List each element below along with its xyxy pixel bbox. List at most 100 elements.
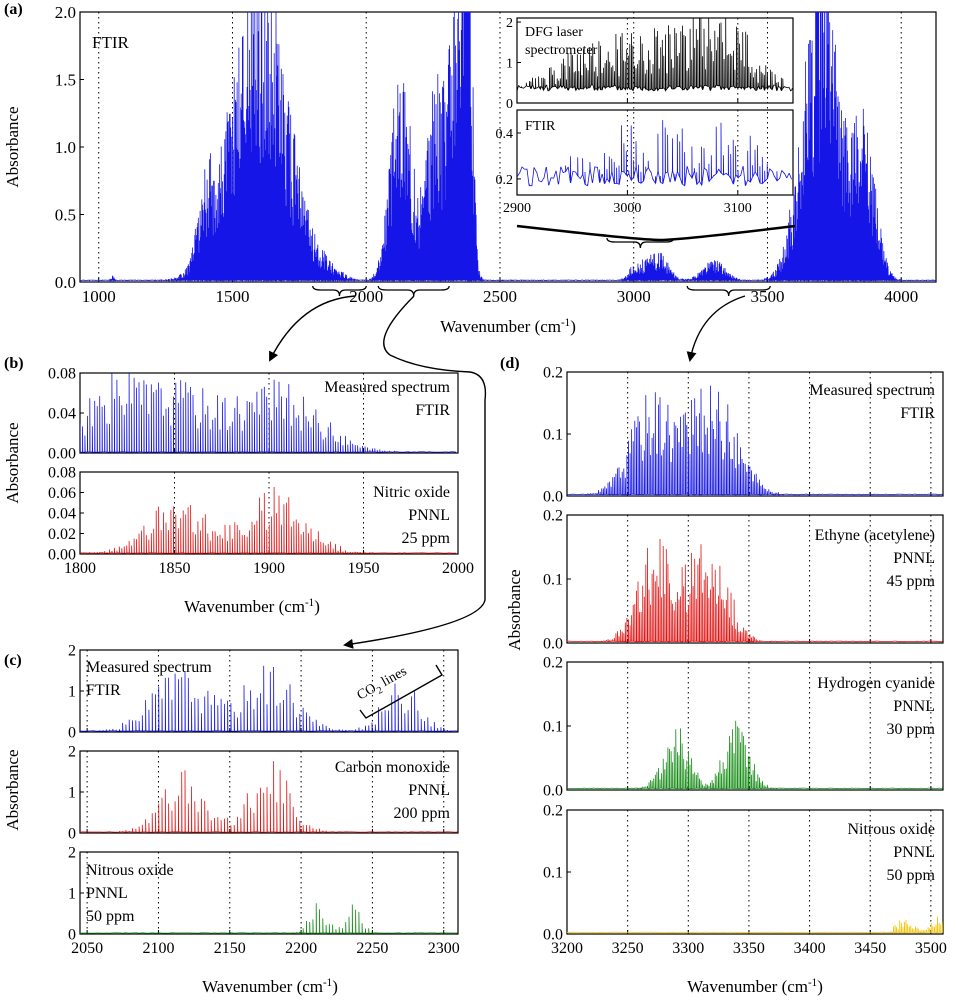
panel-d-sub1-ytick-label: 0.2 xyxy=(543,365,563,382)
panel-c-sub1-ytick-label: 0 xyxy=(68,725,76,742)
panel-d-sub2-ytick-label: 0.2 xyxy=(543,508,563,525)
panel-c-sub1-label: Measured spectrum xyxy=(86,659,212,676)
panel-d-sub1-ytick-label: 0.1 xyxy=(543,427,563,444)
panel-d-sub3-label: Hydrogen cyanide xyxy=(817,675,935,692)
panel-d-sub4-xtick-label: 3400 xyxy=(794,940,826,957)
panel-d-sub2-ytick-label: 0.0 xyxy=(543,636,563,653)
panel-c-sub2-label: Carbon monoxide xyxy=(335,759,450,776)
panel-c-sub3-label: PNNL xyxy=(86,885,128,902)
brace-d xyxy=(686,285,771,297)
panel-b-sub2-xtick-label: 1950 xyxy=(348,560,380,577)
panel-c-sub1-axes: 0 1 2 xyxy=(68,643,459,742)
inset-bottom-xtick-label: 2900 xyxy=(503,201,531,216)
panel-c-xlabel: Wavenumber (cm-1) xyxy=(202,977,338,996)
panel-a-ytick-label: 1.5 xyxy=(55,70,76,89)
panel-a-xtick-label: 3500 xyxy=(750,287,784,306)
panel-a-ytick-label: 0.5 xyxy=(55,205,76,224)
panel-c-sub3-series xyxy=(80,903,458,934)
panel-c-sub3-label: Nitrous oxide xyxy=(86,862,174,879)
panel-b-sub1-ytick-label: 0.00 xyxy=(48,446,76,463)
inset-bottom-label: FTIR xyxy=(525,119,556,134)
panel-b-sub2-ytick-label: 0.06 xyxy=(48,485,76,502)
panel-d-sub4-xtick-label: 3350 xyxy=(733,940,765,957)
inset-brace-large xyxy=(516,224,796,242)
panel-d-sub4-xtick-label: 3300 xyxy=(672,940,704,957)
panel-b-sub2-ytick-label: 0.08 xyxy=(48,465,76,482)
inset-top-ytick-label: 2 xyxy=(506,16,513,31)
panel-c-sub2-ytick-label: 1 xyxy=(68,785,76,802)
co2-lines-annotation: CO2 lines xyxy=(355,664,411,706)
panel-c-sub1-ytick-label: 2 xyxy=(68,643,76,660)
panel-a-ytick-label: 1.0 xyxy=(55,138,76,157)
inset-bottom-ytick-label: 0.2 xyxy=(496,173,514,188)
panel-c-sub3-xtick-label: 2250 xyxy=(356,940,388,957)
panel-a-xtick-label: 4000 xyxy=(884,287,918,306)
panel-b-sub2-xtick-label: 2000 xyxy=(442,560,474,577)
arrow-to-b xyxy=(269,295,356,362)
panel-b-sub2-label: 25 ppm xyxy=(402,530,451,547)
panel-d-xlabel: Wavenumber (cm-1) xyxy=(687,977,823,996)
panel-d-sub3-axes: 0.0 0.1 0.2 xyxy=(543,655,944,800)
inset-bottom-axes: 2900 3000 3100 0.2 0.4 xyxy=(496,109,794,216)
panel-b-sub1-series xyxy=(80,373,457,453)
panel-c-sub3-ytick-label: 2 xyxy=(68,845,76,862)
panel-d-sub2-ytick-label: 0.1 xyxy=(543,572,563,589)
inset-top-frame xyxy=(516,17,794,104)
panel-d-sub1-label: Measured spectrum xyxy=(809,382,935,399)
panel-c-sub2-ytick-label: 0 xyxy=(68,826,76,843)
panel-d-sub1-series xyxy=(567,385,943,496)
panel-a-series xyxy=(80,12,936,282)
panel-c-sub3-xtick-label: 2200 xyxy=(285,940,317,957)
brace-b xyxy=(312,285,367,297)
panel-c-sub1-series xyxy=(80,665,458,732)
panel-a-xtick-label: 3000 xyxy=(617,287,651,306)
panel-b-sub1-ytick-label: 0.04 xyxy=(48,406,76,423)
brace-c xyxy=(377,285,450,297)
panel-d-sub4-label: PNNL xyxy=(893,844,935,861)
panel-b-sub1-label: FTIR xyxy=(415,402,450,419)
panel-b-ylabel: Absorbance xyxy=(3,422,22,503)
panel-d-sub1-label: FTIR xyxy=(900,405,935,422)
brace-inset xyxy=(606,237,675,249)
panel-d-sub4-xtick-label: 3250 xyxy=(612,940,644,957)
inset-bottom-xtick-label: 3000 xyxy=(613,201,641,216)
panel-d-sub1-ytick-label: 0.0 xyxy=(543,489,563,506)
panel-d-sub3-series xyxy=(567,720,943,790)
arrow-to-d xyxy=(686,295,746,362)
panel-d-sub2-label: PNNL xyxy=(893,550,935,567)
inset-bottom-ytick-label: 0.4 xyxy=(496,127,514,142)
panel-c-sub2-label: 200 ppm xyxy=(394,805,451,822)
panel-d-sub2-label: 45 ppm xyxy=(887,573,936,590)
panel-c-sub3-ytick-label: 1 xyxy=(68,886,76,903)
panel-b-sub2-series xyxy=(80,486,457,554)
inset-top-label: DFG laser xyxy=(525,25,583,40)
inset-bottom-series xyxy=(517,120,792,187)
panel-b-xlabel: Wavenumber (cm-1) xyxy=(184,597,320,616)
panel-a-ylabel: Absorbance xyxy=(3,106,22,187)
panel-b-sub2-ytick-label: 0.00 xyxy=(48,547,76,564)
panel-b-sub2-ytick-label: 0.04 xyxy=(48,506,76,523)
panel-c-sub3-xtick-label: 2050 xyxy=(71,940,103,957)
panel-c-ylabel: Absorbance xyxy=(3,749,22,830)
panel-d-sub4-label: 50 ppm xyxy=(887,867,936,884)
inset-top-ytick-label: 1 xyxy=(506,56,513,71)
panel-d-sub4-ytick-label: 0.1 xyxy=(543,865,563,882)
panel-d-sub2-label: Ethyne (acetylene) xyxy=(815,527,935,544)
panel-c-sub3-label: 50 ppm xyxy=(86,908,135,925)
panel-d-sub4-label: Nitrous oxide xyxy=(847,821,935,838)
inset-top-series xyxy=(517,18,793,93)
inset-top-ytick-label: 0 xyxy=(506,97,513,112)
co2-lines-bracket xyxy=(359,664,443,719)
panel-b-sub2-xtick-label: 1800 xyxy=(64,560,96,577)
panel-a-annotation: FTIR xyxy=(92,33,130,52)
panel-c-sub2-series xyxy=(80,761,458,833)
panel-a-xtick-label: 2000 xyxy=(349,287,383,306)
panel-d-sub3-ytick-label: 0.0 xyxy=(543,783,563,800)
panel-c-sub3-ytick-label: 0 xyxy=(68,927,76,944)
panel-d-sub4-series xyxy=(567,916,943,934)
panel-c-sub2-ytick-label: 2 xyxy=(68,744,76,761)
panel-a-axes: 1000 1500 2000 2500 3000 3500 4000 0.0 0.5 1.0 1.5… xyxy=(55,3,937,306)
panel-c-sub1-ytick-label: 1 xyxy=(68,684,76,701)
panel-b-label: (b) xyxy=(4,355,24,372)
